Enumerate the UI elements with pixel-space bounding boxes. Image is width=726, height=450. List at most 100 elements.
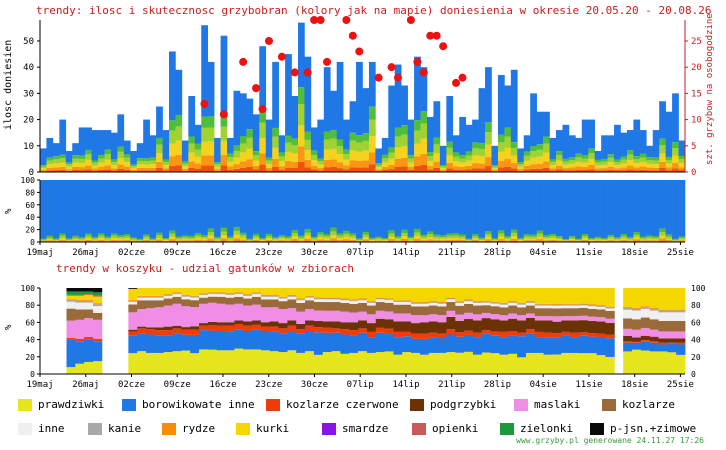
pct-bar-22 xyxy=(181,180,189,242)
segment-kanie-55 xyxy=(525,302,536,303)
segment-kozlarze czerwone-58 xyxy=(552,333,562,338)
chart2-ytick-label: 100 xyxy=(21,176,36,185)
segment-kurki-69 xyxy=(649,288,659,308)
segment-kozlarze-29 xyxy=(296,302,306,312)
segment-podgrzybki-41 xyxy=(402,321,412,332)
pct-bar-38 xyxy=(285,180,292,242)
segment-kozlarze czerwone-61 xyxy=(578,332,589,336)
segment-kozlarze czerwone-56 xyxy=(534,331,545,338)
chart1-y2tick-label: 0 xyxy=(691,168,696,178)
segment-kurki-72 xyxy=(676,288,686,310)
segment-rydze-11 xyxy=(137,295,147,297)
chart1-ytick-label: 50 xyxy=(23,37,34,47)
chart3-ytick-label-right: 60 xyxy=(691,318,701,327)
segment-kozlarze czerwone-36 xyxy=(358,328,368,333)
segment-kanie-52 xyxy=(499,303,509,305)
segment-rydze-70 xyxy=(658,309,668,311)
chart1-subtitle: doniesienia w okresie 20.05.20 - 20.08.2… xyxy=(440,4,712,17)
segment-kanie-42 xyxy=(411,302,421,304)
segment-kurki-51 xyxy=(490,288,500,302)
pct-bar-12 xyxy=(117,180,125,242)
segment-kozlarze-60 xyxy=(570,308,580,317)
segment-kurki-25 xyxy=(260,288,271,296)
bar-49 xyxy=(356,61,363,172)
pct-bar-56 xyxy=(401,180,408,242)
pct-bar-92 xyxy=(633,180,641,242)
segment-kanie-27 xyxy=(278,297,288,299)
segment-inne-40 xyxy=(393,302,403,305)
segment-kanie-44 xyxy=(428,302,439,303)
segment-inne-68 xyxy=(640,308,651,318)
segment-prawdziwki-32 xyxy=(322,352,332,374)
segment-kozlarze-16 xyxy=(181,299,191,307)
segment-kurki-59 xyxy=(561,288,571,304)
segment-maslaki-38 xyxy=(375,310,385,319)
chart1-ytick-label: 40 xyxy=(23,63,34,73)
segment-prawdziwki-16 xyxy=(181,350,191,374)
segment-rydze-45 xyxy=(437,302,447,303)
segment-rydze-27 xyxy=(278,296,288,298)
segment-rydze-26 xyxy=(269,295,279,296)
segment-rydze-53 xyxy=(508,301,518,303)
segment-kozlarze-46 xyxy=(446,302,456,311)
bar-75 xyxy=(523,135,531,172)
chart3-xtick-label: 26maj xyxy=(72,380,99,390)
segment-kurki-17 xyxy=(190,288,200,296)
segment-rydze-46 xyxy=(446,297,456,299)
segment-maslaki-22 xyxy=(234,303,244,321)
pct-bar-71 xyxy=(497,180,505,242)
segment-borowikowate inne-66 xyxy=(623,342,633,352)
segment-kanie-53 xyxy=(508,302,518,303)
segment-prawdziwki-14 xyxy=(163,352,173,374)
segment-kanie-63 xyxy=(596,306,606,307)
chart1-bars xyxy=(40,22,686,172)
pct-bar-54 xyxy=(388,180,396,242)
segment-kanie-31 xyxy=(313,298,324,300)
bar-17 xyxy=(149,135,157,172)
segment-kanie-23 xyxy=(243,295,253,296)
segment-kanie-64 xyxy=(605,307,615,309)
segment-borowikowate inne-19 xyxy=(207,330,218,350)
segment-kurki-14 xyxy=(163,288,173,295)
segment-kozlarze-40 xyxy=(393,304,403,314)
segment-borowikowate inne-57 xyxy=(543,337,553,355)
segment-borowikowate inne-6 xyxy=(93,341,103,362)
bar-16 xyxy=(143,119,150,172)
legend-swatch xyxy=(122,398,136,411)
segment-maslaki-26 xyxy=(269,307,279,322)
segment-prawdziwki-28 xyxy=(287,350,297,374)
segment-prawdziwki-31 xyxy=(313,354,324,374)
pct-bar-36 xyxy=(272,180,279,242)
pct-bar-83 xyxy=(575,180,583,242)
segment-podgrzybki-42 xyxy=(411,323,421,334)
segment-prawdziwki-6 xyxy=(93,361,103,374)
bar-98 xyxy=(672,93,679,172)
bar-84 xyxy=(581,119,589,172)
pct-bar-23 xyxy=(188,180,196,242)
segment-rydze-32 xyxy=(322,297,332,299)
segment-inne-57 xyxy=(543,305,553,309)
point-17 xyxy=(393,73,402,82)
bar-77 xyxy=(536,111,544,172)
bar-22 xyxy=(181,140,189,172)
segment-kozlarze-57 xyxy=(543,308,553,317)
segment-kurki-36 xyxy=(358,288,368,299)
segment-kozlarze-41 xyxy=(402,304,412,314)
segment-kozlarze czerwone-29 xyxy=(296,329,306,334)
pct-bar-20 xyxy=(169,180,176,242)
pct-bar-5 xyxy=(72,180,79,242)
segment-borowikowate inne-26 xyxy=(269,331,279,352)
chart3-xtick-label: 14lip xyxy=(392,380,419,390)
segment-podgrzybki-27 xyxy=(278,323,288,329)
segment-kozlarze czerwone-53 xyxy=(508,331,518,336)
segment-prawdziwki-39 xyxy=(384,351,394,374)
point-2 xyxy=(239,57,248,66)
segment-rydze-67 xyxy=(631,307,642,309)
legend-label: inne xyxy=(38,422,65,435)
segment-rydze-34 xyxy=(340,298,350,300)
segment-kozlarze czerwone-25 xyxy=(260,326,271,331)
segment-podgrzybki-12 xyxy=(146,327,156,330)
bar-94 xyxy=(646,145,654,172)
bar-8 xyxy=(91,130,99,172)
segment-kanie-45 xyxy=(437,302,447,304)
